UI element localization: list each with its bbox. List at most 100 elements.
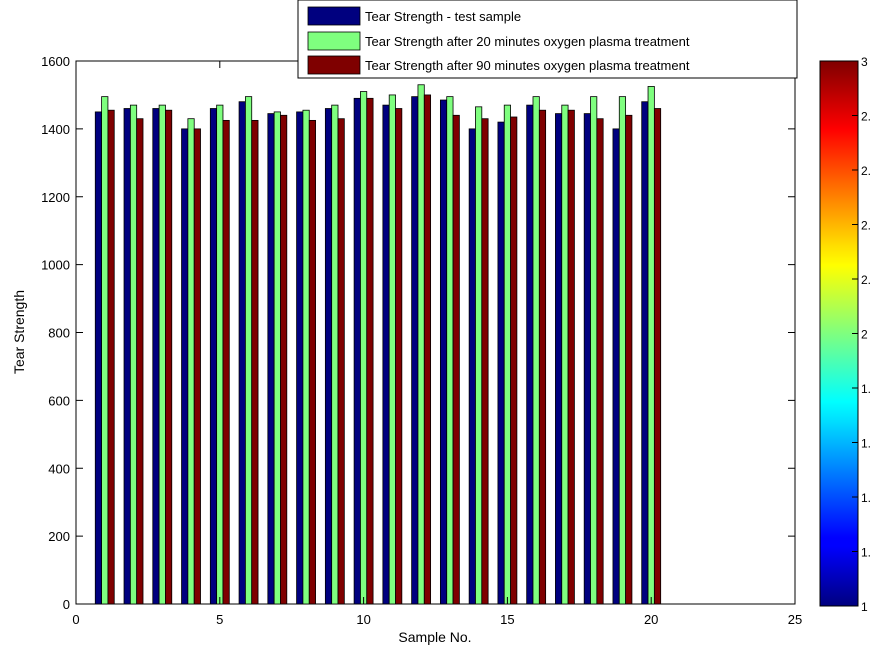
bar-series2-sample4 (193, 128, 201, 605)
bar-series2-sample7 (280, 114, 288, 605)
bar-series1-sample6 (244, 96, 253, 605)
bar-series1-sample4 (187, 118, 195, 605)
y-axis-title: Tear Strength (11, 290, 27, 374)
bar-series2-sample1 (107, 109, 115, 605)
bar-series1-sample2 (129, 104, 138, 605)
bar-series0-sample4 (181, 128, 189, 605)
bar-series0-sample9 (324, 108, 333, 605)
colorbar-label: 2. (861, 164, 871, 178)
colorbar-label: 1. (861, 491, 871, 505)
x-tick-label: 10 (356, 612, 370, 627)
bar-series2-sample6 (251, 119, 259, 605)
colorbar-label: 2 (861, 328, 868, 342)
colorbar-gradient (819, 60, 859, 607)
bar-series0-sample10 (353, 97, 361, 605)
bar-series2-sample14 (481, 118, 489, 605)
y-tick-label: 1200 (41, 190, 70, 205)
bar-series0-sample16 (526, 104, 534, 605)
legend: Tear Strength - test sample Tear Strengt… (297, 0, 798, 79)
bar-series0-sample7 (267, 113, 275, 605)
bar-series1-sample17 (561, 104, 569, 605)
legend-label-90min: Tear Strength after 90 minutes oxygen pl… (365, 58, 690, 73)
bar-series0-sample6 (238, 101, 246, 605)
colorbar-label: 2. (861, 273, 871, 287)
colorbar-label: 1 (861, 600, 868, 614)
bar-series2-sample8 (308, 119, 316, 605)
legend-swatch-test (307, 6, 361, 26)
bar-series0-sample13 (439, 99, 448, 605)
y-tick-label: 800 (48, 326, 70, 341)
bar-series1-sample13 (446, 96, 454, 605)
bar-series0-sample11 (382, 104, 390, 605)
bar-series2-sample19 (625, 114, 633, 605)
bar-series0-sample3 (152, 108, 160, 605)
x-tick-label: 15 (500, 612, 514, 627)
colorbar: 3 2. 2. 2. 2. 2 1. 1. 1. 1. 1 (819, 55, 871, 614)
bar-series2-sample9 (337, 118, 345, 605)
y-tick-label: 1400 (41, 122, 70, 137)
bar-series2-sample20 (653, 108, 662, 605)
bar-series2-sample15 (510, 116, 518, 605)
legend-swatch-20min (307, 31, 361, 51)
bar-series1-sample3 (158, 104, 166, 605)
bar-series0-sample18 (583, 113, 591, 605)
x-axis-title: Sample No. (398, 629, 471, 645)
colorbar-labels: 3 2. 2. 2. 2. 2 1. 1. 1. 1. 1 (852, 55, 871, 614)
colorbar-label: 1. (861, 382, 871, 396)
bar-series0-sample12 (411, 96, 419, 605)
x-tick-label: 25 (788, 612, 802, 627)
bar-series2-sample13 (452, 114, 460, 605)
bar-series2-sample11 (395, 108, 403, 605)
bar-series1-sample1 (101, 96, 109, 605)
y-tick-label: 1000 (41, 258, 70, 273)
bar-series2-sample16 (538, 109, 547, 605)
bar-series2-sample18 (596, 118, 604, 605)
bar-series2-sample2 (136, 118, 144, 605)
legend-swatch-90min (307, 55, 361, 75)
bar-series1-sample9 (331, 104, 339, 605)
colorbar-label: 1. (861, 546, 871, 560)
legend-label-test: Tear Strength - test sample (365, 9, 521, 24)
colorbar-label: 3 (861, 55, 868, 69)
bar-series0-sample15 (497, 121, 505, 605)
bar-series0-sample19 (612, 128, 620, 605)
x-tick-label: 0 (72, 612, 79, 627)
y-tick-label: 1600 (41, 54, 70, 69)
bar-series1-sample7 (273, 111, 281, 605)
bar-series1-sample14 (475, 106, 483, 605)
legend-box (297, 0, 798, 79)
colorbar-label: 1. (861, 437, 871, 451)
x-tick-label: 5 (216, 612, 223, 627)
bar-series1-sample8 (302, 109, 310, 605)
axes-layer: 0 5 10 15 20 25 0 200 400 600 800 1000 1200 1400 1600 (41, 54, 802, 627)
bars-layer (94, 84, 662, 605)
bar-series2-sample5 (222, 119, 230, 605)
bar-series1-sample19 (618, 96, 627, 605)
bar-series1-sample18 (590, 96, 598, 605)
y-tick-label: 600 (48, 393, 70, 408)
bar-series1-sample12 (417, 84, 425, 605)
bar-series2-sample3 (165, 109, 173, 605)
bar-series2-sample17 (567, 109, 575, 605)
bar-series1-sample15 (503, 104, 511, 605)
y-tick-label: 400 (48, 461, 70, 476)
colorbar-label: 2. (861, 219, 871, 233)
bar-series1-sample20 (647, 86, 655, 605)
bar-series0-sample17 (555, 113, 563, 605)
colorbar-label: 2. (861, 110, 871, 124)
bar-series1-sample16 (532, 96, 540, 605)
bar-series2-sample10 (366, 97, 374, 605)
x-tick-label: 20 (644, 612, 658, 627)
bar-series1-sample10 (360, 91, 368, 605)
y-tick-label: 200 (48, 529, 70, 544)
bar-series0-sample20 (641, 101, 649, 605)
legend-label-20min: Tear Strength after 20 minutes oxygen pl… (365, 34, 690, 49)
y-tick-label: 0 (63, 597, 70, 612)
bar-series1-sample11 (388, 94, 396, 605)
bar-series0-sample8 (296, 111, 304, 605)
bar-series1-sample5 (216, 104, 224, 605)
bar-series0-sample14 (468, 128, 476, 605)
bar-series2-sample12 (423, 94, 432, 605)
